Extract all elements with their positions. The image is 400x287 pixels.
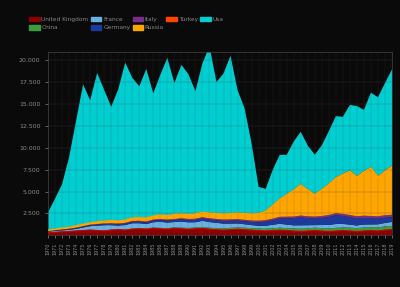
Legend: United Kingdom, China, France, Germany, Italy, Russia, Turkey, Usa: United Kingdom, China, France, Germany, … <box>27 14 226 33</box>
